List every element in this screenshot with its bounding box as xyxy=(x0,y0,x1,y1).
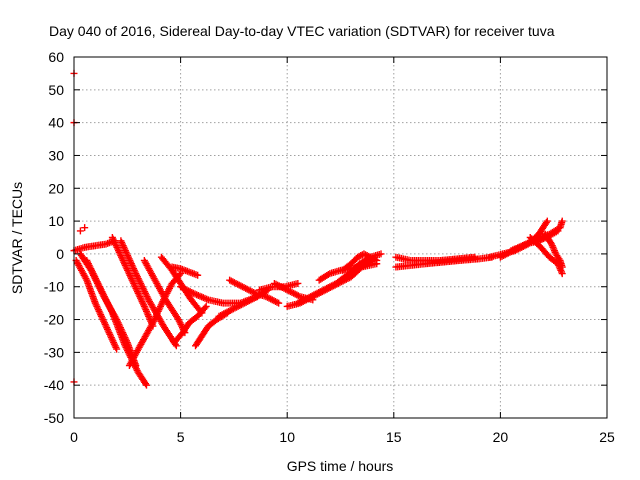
series-isolated-points xyxy=(70,69,89,386)
data-point xyxy=(373,256,381,264)
y-tick-label: 10 xyxy=(48,213,64,229)
data-point xyxy=(76,227,84,235)
data-point xyxy=(142,381,150,389)
x-axis-label: GPS time / hours xyxy=(287,458,394,474)
data-point xyxy=(113,345,121,353)
data-point xyxy=(324,271,332,279)
x-tick-labels: 0 5 10 15 20 25 xyxy=(70,429,615,445)
data-point xyxy=(547,239,555,247)
series-track-10 xyxy=(168,263,202,279)
y-tick-label: 60 xyxy=(48,49,64,65)
series-track-11 xyxy=(170,302,210,347)
data-point xyxy=(202,302,210,310)
series-track-20 xyxy=(315,260,381,284)
axis-ticks xyxy=(73,56,608,419)
x-tick-label: 20 xyxy=(493,429,509,445)
data-point xyxy=(148,320,156,328)
series-track-15 xyxy=(226,276,283,307)
grid-lines xyxy=(74,57,607,418)
data-point xyxy=(377,250,385,258)
data-point xyxy=(558,217,566,225)
series-track-13 xyxy=(192,309,232,350)
data-point xyxy=(81,224,89,232)
data-series xyxy=(70,69,566,389)
data-point xyxy=(294,279,302,287)
y-tick-label: 40 xyxy=(48,115,64,131)
data-point xyxy=(201,304,209,312)
data-point xyxy=(558,270,566,278)
series-track-1 xyxy=(72,256,121,353)
x-tick-label: 25 xyxy=(599,429,615,445)
y-tick-label: -30 xyxy=(44,344,64,360)
series-track-21 xyxy=(339,250,381,274)
data-point xyxy=(188,288,196,296)
data-point xyxy=(250,288,258,296)
y-tick-label: 50 xyxy=(48,82,64,98)
series-track-4 xyxy=(70,237,119,255)
data-point xyxy=(275,299,283,307)
y-tick-label: 30 xyxy=(48,147,64,163)
data-point xyxy=(536,236,544,244)
y-tick-label: 0 xyxy=(56,246,64,262)
x-tick-label: 0 xyxy=(70,429,78,445)
x-tick-label: 10 xyxy=(279,429,295,445)
data-point xyxy=(142,380,150,388)
data-point xyxy=(538,235,546,243)
data-point xyxy=(371,256,379,264)
plot-area-border xyxy=(73,56,608,419)
data-point xyxy=(558,263,566,271)
x-tick-label: 15 xyxy=(386,429,402,445)
series-track-23 xyxy=(392,253,496,271)
data-point xyxy=(554,227,562,235)
y-tick-label: -10 xyxy=(44,279,64,295)
series-track-28 xyxy=(541,230,566,271)
data-point xyxy=(542,219,550,227)
chart-title: Day 040 of 2016, Sidereal Day-to-day VTE… xyxy=(49,23,555,39)
y-tick-label: -20 xyxy=(44,312,64,328)
data-point xyxy=(543,217,551,225)
x-tick-label: 5 xyxy=(177,429,185,445)
y-tick-label: -50 xyxy=(44,410,64,426)
data-point xyxy=(294,292,302,300)
y-axis-label: SDTVAR / TECUs xyxy=(9,182,25,294)
data-point xyxy=(273,298,281,306)
y-tick-label: -40 xyxy=(44,377,64,393)
series-track-5 xyxy=(108,234,157,330)
y-tick-label: 20 xyxy=(48,180,64,196)
data-point xyxy=(194,271,202,279)
y-tick-labels: -50 -40 -30 -20 -10 0 10 20 30 40 50 60 xyxy=(44,49,64,426)
